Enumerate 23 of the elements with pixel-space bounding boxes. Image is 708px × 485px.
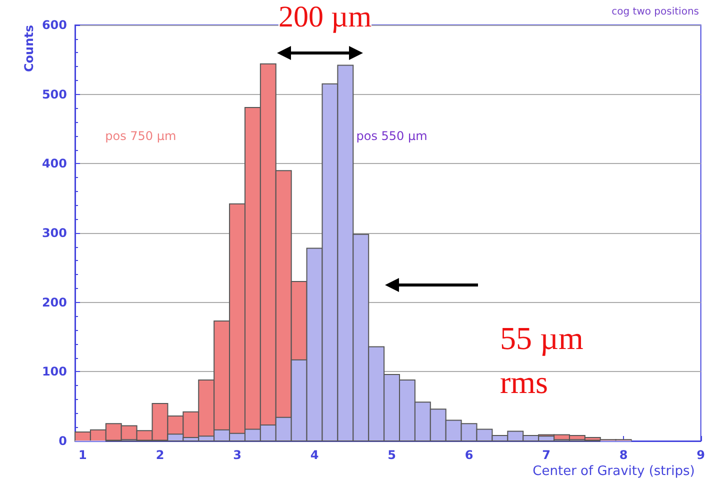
x-tick-label: 5 bbox=[388, 448, 396, 462]
x-tick-label: 1 bbox=[78, 448, 87, 462]
y-tick-label: 200 bbox=[42, 295, 67, 310]
chart-title: cog two positions bbox=[612, 6, 699, 18]
x-tick-label: 7 bbox=[542, 448, 550, 462]
x-tick-label: 6 bbox=[464, 448, 474, 462]
y-axis-title: Counts bbox=[22, 25, 36, 72]
y-tick-label: 500 bbox=[42, 87, 67, 102]
x-tick-label: 3 bbox=[233, 448, 242, 462]
x-axis-title: Center of Gravity (strips) bbox=[532, 464, 695, 479]
y-tick-label: 0 bbox=[58, 434, 67, 448]
y-tick-label: 600 bbox=[42, 18, 67, 32]
annotation: 200 µm bbox=[278, 0, 372, 34]
y-tick-label: 300 bbox=[42, 226, 67, 240]
y-tick-label: 400 bbox=[42, 156, 67, 171]
text: pos 750 µm bbox=[105, 128, 176, 143]
y-tick-label: 100 bbox=[42, 364, 67, 379]
x-tick-label: 4 bbox=[310, 448, 319, 462]
x-tick-label: 8 bbox=[619, 448, 628, 462]
annotation: 55 µm rms bbox=[500, 320, 584, 400]
x-tick-label: 2 bbox=[156, 448, 164, 462]
series-label: pos 550 µm bbox=[356, 128, 428, 143]
x-tick-label: 9 bbox=[696, 448, 706, 462]
